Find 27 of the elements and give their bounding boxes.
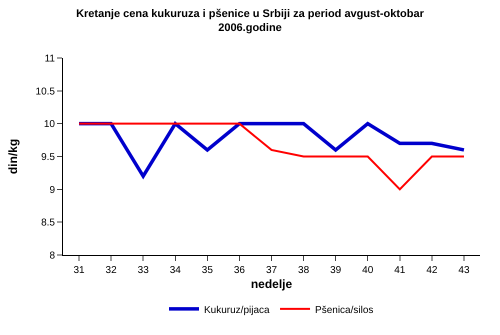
y-tick-label: 10 (44, 119, 56, 130)
y-tick-label: 9.5 (41, 152, 56, 163)
y-tick-label: 8 (49, 250, 56, 262)
y-tick-label: 11 (44, 54, 56, 64)
x-tick-label: 39 (330, 265, 342, 276)
line-series (78, 122, 465, 190)
chart-title: Kretanje cena kukuruza i pšenice u Srbiji za period avgust-oktobar 2006.godine (76, 8, 425, 34)
x-tick-label: 41 (394, 265, 406, 276)
line-series (77, 122, 466, 178)
y-axis-title: din/kg (6, 138, 20, 174)
legend-label: Pšenica/silos (315, 304, 374, 316)
y-tick-label: 10.5 (36, 86, 56, 98)
x-tick-label: 32 (106, 265, 118, 276)
legend-label: Kukuruz/pijaca (204, 304, 270, 316)
x-tick-label: 42 (426, 265, 438, 276)
x-tick-label: 38 (298, 265, 310, 276)
x-tick-label: 35 (202, 265, 214, 276)
y-tick-label: 8.5 (41, 218, 56, 229)
x-tick-label: 34 (170, 265, 182, 276)
y-tick-label: 9 (49, 184, 56, 196)
x-tick-label: 36 (234, 265, 246, 276)
x-tick-label: 33 (138, 265, 150, 276)
x-axis-title: nedelje (250, 276, 292, 291)
x-tick-label: 43 (458, 265, 470, 276)
x-tick-label: 37 (266, 265, 278, 276)
x-tick-label: 31 (73, 265, 86, 276)
x-tick-label: 40 (362, 265, 374, 276)
